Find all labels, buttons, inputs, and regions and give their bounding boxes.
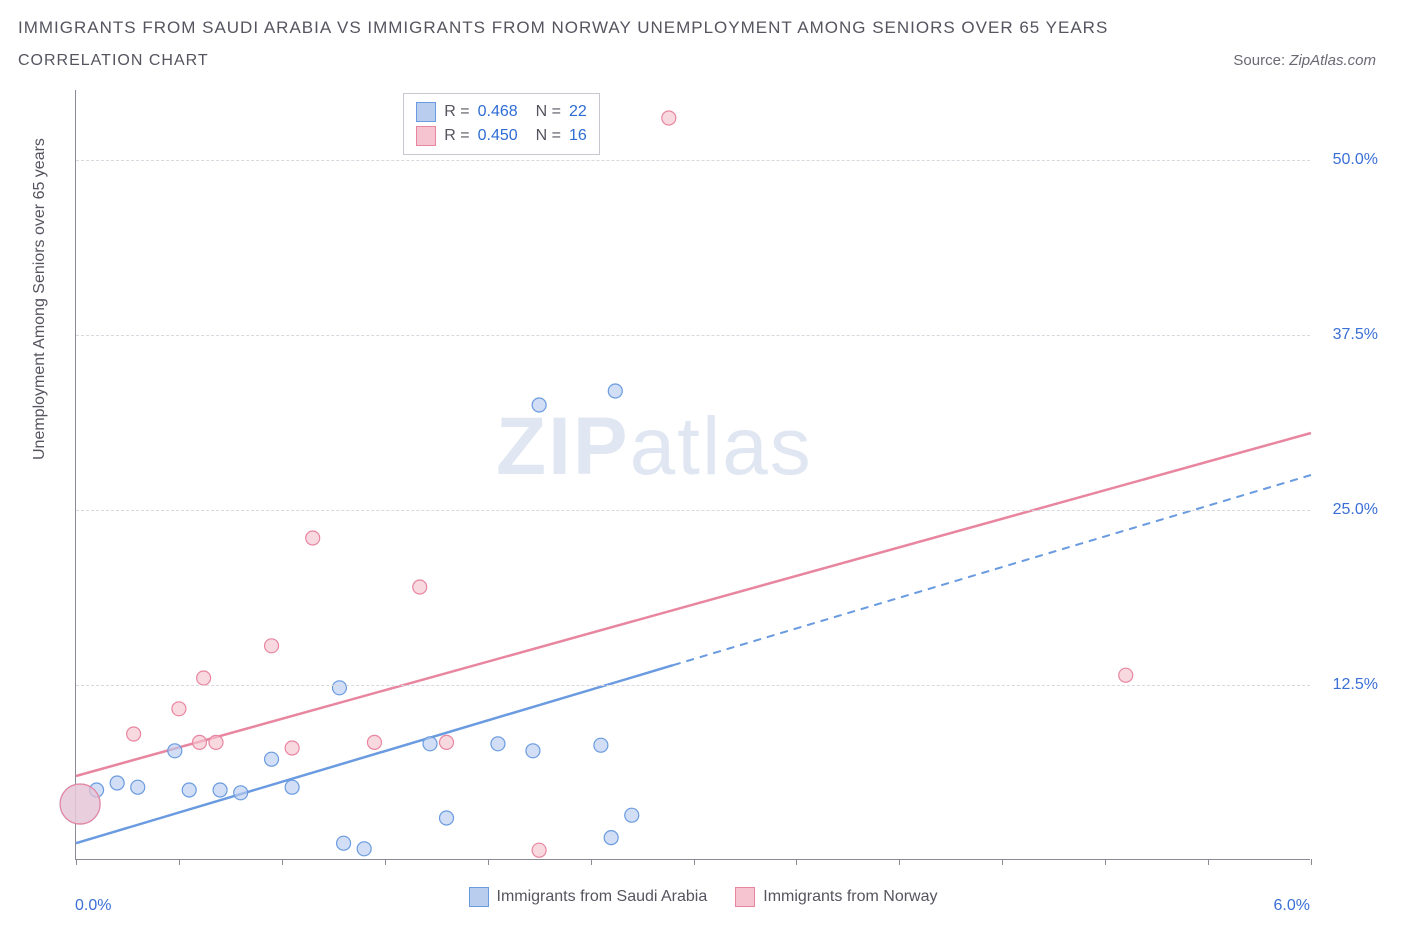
x-tick bbox=[899, 859, 900, 865]
data-point bbox=[357, 842, 371, 856]
y-tick-label: 25.0% bbox=[1333, 501, 1378, 519]
legend-n-value: 16 bbox=[569, 127, 587, 145]
legend-row: R = 0.450 N = 16 bbox=[416, 124, 587, 148]
y-axis-title: Unemployment Among Seniors over 65 years bbox=[31, 138, 49, 460]
source-prefix: Source: bbox=[1233, 52, 1289, 69]
legend-swatch bbox=[469, 887, 489, 907]
data-point bbox=[662, 111, 676, 125]
data-point bbox=[491, 737, 505, 751]
data-point bbox=[127, 727, 141, 741]
gridline bbox=[76, 335, 1310, 336]
x-tick bbox=[179, 859, 180, 865]
x-tick bbox=[488, 859, 489, 865]
x-tick bbox=[694, 859, 695, 865]
legend-r-value: 0.468 bbox=[478, 103, 518, 121]
legend-swatch bbox=[416, 102, 436, 122]
data-point bbox=[423, 737, 437, 751]
x-tick bbox=[1002, 859, 1003, 865]
x-tick bbox=[1208, 859, 1209, 865]
chart-title: IMMIGRANTS FROM SAUDI ARABIA VS IMMIGRAN… bbox=[18, 18, 1108, 38]
x-tick bbox=[591, 859, 592, 865]
y-tick-label: 50.0% bbox=[1333, 151, 1378, 169]
x-tick bbox=[282, 859, 283, 865]
data-point bbox=[532, 843, 546, 857]
data-point bbox=[265, 639, 279, 653]
data-point bbox=[213, 783, 227, 797]
data-point bbox=[526, 744, 540, 758]
data-point bbox=[234, 786, 248, 800]
legend-r-value: 0.450 bbox=[478, 127, 518, 145]
legend-item: Immigrants from Norway bbox=[735, 887, 937, 907]
legend-row: R = 0.468 N = 22 bbox=[416, 100, 587, 124]
legend-n-label: N = bbox=[536, 127, 561, 145]
series-legend: Immigrants from Saudi Arabia Immigrants f… bbox=[0, 887, 1406, 912]
x-tick bbox=[1105, 859, 1106, 865]
data-point bbox=[440, 735, 454, 749]
data-point bbox=[182, 783, 196, 797]
y-tick-label: 12.5% bbox=[1333, 676, 1378, 694]
legend-n-value: 22 bbox=[569, 103, 587, 121]
data-point bbox=[594, 738, 608, 752]
data-point bbox=[1119, 668, 1133, 682]
data-point bbox=[168, 744, 182, 758]
data-point bbox=[332, 681, 346, 695]
x-axis-max-label: 6.0% bbox=[1274, 897, 1310, 915]
gridline bbox=[76, 510, 1310, 511]
plot-area: ZIPatlas R = 0.468N = 22R = 0.450N = 16 bbox=[75, 90, 1310, 860]
legend-series-name: Immigrants from Norway bbox=[763, 888, 937, 906]
trend-line-dashed bbox=[673, 475, 1311, 665]
x-tick bbox=[796, 859, 797, 865]
data-point bbox=[306, 531, 320, 545]
x-tick bbox=[1311, 859, 1312, 865]
data-point bbox=[209, 735, 223, 749]
data-point bbox=[608, 384, 622, 398]
gridline bbox=[76, 685, 1310, 686]
data-point bbox=[285, 780, 299, 794]
data-point bbox=[172, 702, 186, 716]
legend-series-name: Immigrants from Saudi Arabia bbox=[497, 888, 708, 906]
x-axis-min-label: 0.0% bbox=[75, 897, 111, 915]
correlation-legend: R = 0.468 N = 22 R = 0.450 N = 16 bbox=[403, 93, 600, 155]
legend-r-label: R = bbox=[444, 103, 469, 121]
data-point bbox=[197, 671, 211, 685]
data-point bbox=[337, 836, 351, 850]
legend-item: Immigrants from Saudi Arabia bbox=[469, 887, 708, 907]
data-point bbox=[604, 831, 618, 845]
data-point bbox=[193, 735, 207, 749]
data-point bbox=[60, 784, 100, 824]
legend-swatch bbox=[735, 887, 755, 907]
data-point bbox=[131, 780, 145, 794]
source-attribution: Source: ZipAtlas.com bbox=[1233, 52, 1376, 69]
data-point bbox=[440, 811, 454, 825]
legend-n-label: N = bbox=[536, 103, 561, 121]
trend-line-solid bbox=[76, 433, 1311, 776]
chart-subtitle: CORRELATION CHART bbox=[18, 52, 209, 70]
data-point bbox=[110, 776, 124, 790]
data-point bbox=[285, 741, 299, 755]
data-point bbox=[367, 735, 381, 749]
data-point bbox=[532, 398, 546, 412]
legend-swatch bbox=[416, 126, 436, 146]
data-point bbox=[265, 752, 279, 766]
x-tick bbox=[385, 859, 386, 865]
gridline bbox=[76, 160, 1310, 161]
x-tick bbox=[76, 859, 77, 865]
data-point bbox=[625, 808, 639, 822]
plot-svg bbox=[76, 90, 1310, 859]
data-point bbox=[413, 580, 427, 594]
y-tick-label: 37.5% bbox=[1333, 326, 1378, 344]
source-name: ZipAtlas.com bbox=[1289, 52, 1376, 69]
legend-r-label: R = bbox=[444, 127, 469, 145]
